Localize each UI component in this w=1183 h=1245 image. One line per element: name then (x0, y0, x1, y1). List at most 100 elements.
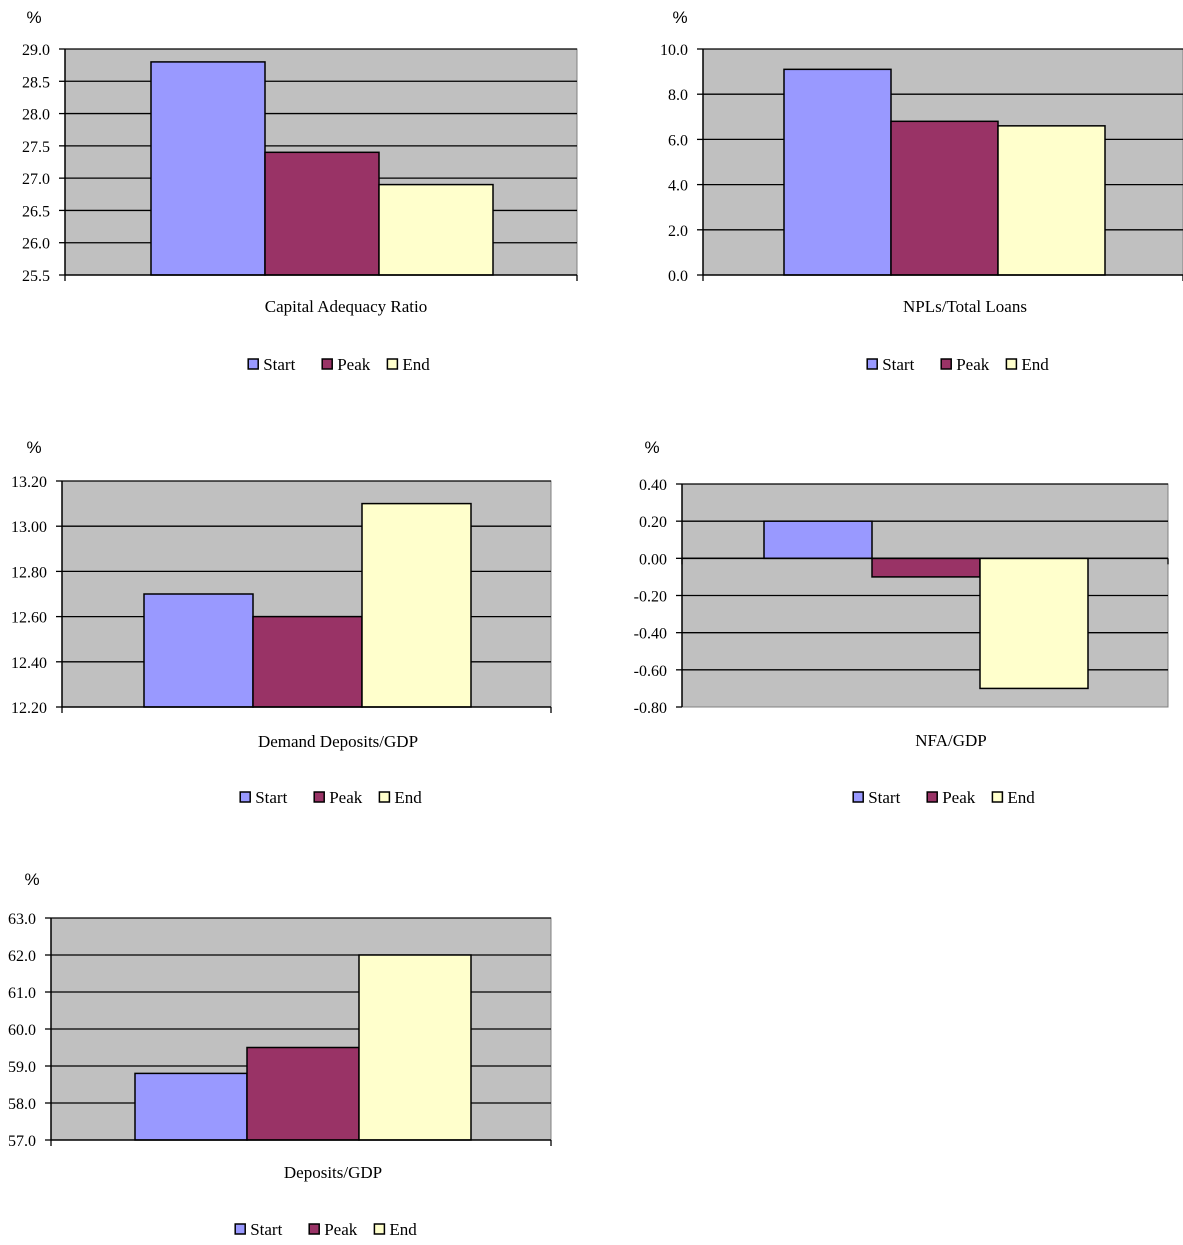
legend-label-end: End (389, 1220, 417, 1239)
bar-end (979, 557, 1089, 690)
legend-swatch-start (852, 791, 864, 803)
bar-peak (871, 557, 981, 578)
bar-start (783, 68, 892, 276)
legend-swatch-end (373, 1223, 386, 1235)
y-tick-label: 59.0 (8, 1059, 36, 1076)
legend-swatch-start (239, 791, 251, 803)
legend: Start Peak End (234, 1220, 417, 1239)
y-tick-label: 57.0 (8, 1133, 36, 1150)
legend-label-start: Start (868, 788, 900, 807)
y-tick-label: 28.0 (22, 107, 50, 124)
bar-end (361, 502, 472, 708)
y-tick-label: 12.60 (11, 610, 47, 627)
legend-label-start: Start (250, 1220, 282, 1239)
y-axis-label: % (672, 8, 687, 27)
bar-peak (246, 1046, 360, 1141)
y-tick-label: 62.0 (8, 948, 36, 965)
y-tick-label: 13.00 (11, 519, 47, 536)
legend-label-peak: Peak (329, 788, 363, 807)
legend-label-start: Start (255, 788, 287, 807)
y-tick-label: 12.80 (11, 564, 47, 581)
chart-panel-2: 0.0 2.0 4.0 6.0 8.0 10.0% NPLs/Total Loans Star… (660, 8, 1183, 374)
legend-label-start: Start (263, 355, 295, 374)
legend: Start Peak End (852, 788, 1035, 807)
legend-swatch-end (386, 358, 399, 370)
y-tick-label: 0.20 (639, 514, 667, 531)
y-tick-label: 13.20 (11, 474, 47, 491)
bar-peak (252, 615, 363, 708)
y-tick-label: 26.0 (22, 236, 50, 253)
y-tick-label: 25.5 (22, 268, 50, 285)
legend-swatch-peak (926, 791, 938, 803)
legend-swatch-peak (308, 1223, 320, 1235)
legend-label-end: End (1007, 788, 1035, 807)
bar-start (763, 520, 873, 560)
y-tick-label: 12.40 (11, 655, 47, 672)
bar-end (358, 954, 472, 1141)
chart-panel-1: 25.5 26.0 26.5 27.0 27.5 28.0 28.5 29.0% Capital… (22, 8, 578, 374)
bar-end (378, 183, 494, 276)
y-tick-label: 29.0 (22, 42, 50, 59)
y-tick-label: -0.80 (634, 700, 667, 717)
y-tick-label: 28.5 (22, 74, 50, 91)
legend-swatch-peak (940, 358, 952, 370)
legend-swatch-end (1005, 358, 1018, 370)
legend-label-peak: Peak (956, 355, 990, 374)
legend-swatch-start (866, 358, 878, 370)
legend-label-peak: Peak (324, 1220, 358, 1239)
y-tick-label: 10.0 (660, 42, 688, 59)
x-axis-label: Deposits/GDP (284, 1163, 382, 1182)
x-axis-label: Demand Deposits/GDP (258, 732, 418, 751)
y-axis-label: % (644, 438, 659, 457)
x-axis-label: Capital Adequacy Ratio (265, 297, 427, 316)
chart-panel-4: -0.80 -0.60 -0.40 -0.20 0.00 0.20 0.40% NFA/GDP… (634, 438, 1169, 807)
y-axis-label: % (26, 8, 41, 27)
legend-label-end: End (394, 788, 422, 807)
legend: Start Peak End (866, 355, 1049, 374)
y-tick-label: 6.0 (668, 132, 688, 149)
bar-peak (890, 120, 999, 276)
y-axis-label: % (26, 438, 41, 457)
bar-peak (264, 151, 380, 276)
y-tick-label: 4.0 (668, 178, 688, 195)
legend-swatch-start (234, 1223, 246, 1235)
bar-start (134, 1072, 248, 1141)
y-tick-label: 27.0 (22, 171, 50, 188)
y-tick-label: -0.60 (634, 663, 667, 680)
legend: Start Peak End (239, 788, 422, 807)
x-axis-label: NFA/GDP (915, 731, 986, 750)
y-tick-label: 0.0 (668, 268, 688, 285)
y-tick-label: 8.0 (668, 87, 688, 104)
legend-label-end: End (1021, 355, 1049, 374)
legend-swatch-peak (321, 358, 333, 370)
legend-swatch-end (378, 791, 391, 803)
legend-label-start: Start (882, 355, 914, 374)
legend-swatch-end (991, 791, 1004, 803)
y-tick-label: 12.20 (11, 700, 47, 717)
bar-end (997, 125, 1106, 276)
y-tick-label: 63.0 (8, 911, 36, 928)
legend-swatch-start (247, 358, 259, 370)
chart-panel-5: 57.0 58.0 59.0 60.0 61.0 62.0 63.0% Deposits/GD… (8, 870, 552, 1239)
y-tick-label: 60.0 (8, 1022, 36, 1039)
y-tick-label: -0.20 (634, 589, 667, 606)
y-tick-label: 27.5 (22, 139, 50, 156)
legend-label-peak: Peak (942, 788, 976, 807)
y-tick-label: -0.40 (634, 626, 667, 643)
y-tick-label: 61.0 (8, 985, 36, 1002)
x-axis-label: NPLs/Total Loans (903, 297, 1027, 316)
legend: Start Peak End (247, 355, 430, 374)
y-tick-label: 2.0 (668, 223, 688, 240)
y-tick-label: 26.5 (22, 203, 50, 220)
legend-label-end: End (402, 355, 430, 374)
y-tick-label: 58.0 (8, 1096, 36, 1113)
y-tick-label: 0.00 (639, 551, 667, 568)
y-tick-label: 0.40 (639, 477, 667, 494)
legend-swatch-peak (313, 791, 325, 803)
legend-label-peak: Peak (337, 355, 371, 374)
y-axis-label: % (24, 870, 39, 889)
bar-start (143, 593, 254, 708)
bar-start (150, 61, 266, 276)
chart-panel-3: 12.20 12.40 12.60 12.80 13.00 13.20% Demand De… (11, 438, 552, 807)
